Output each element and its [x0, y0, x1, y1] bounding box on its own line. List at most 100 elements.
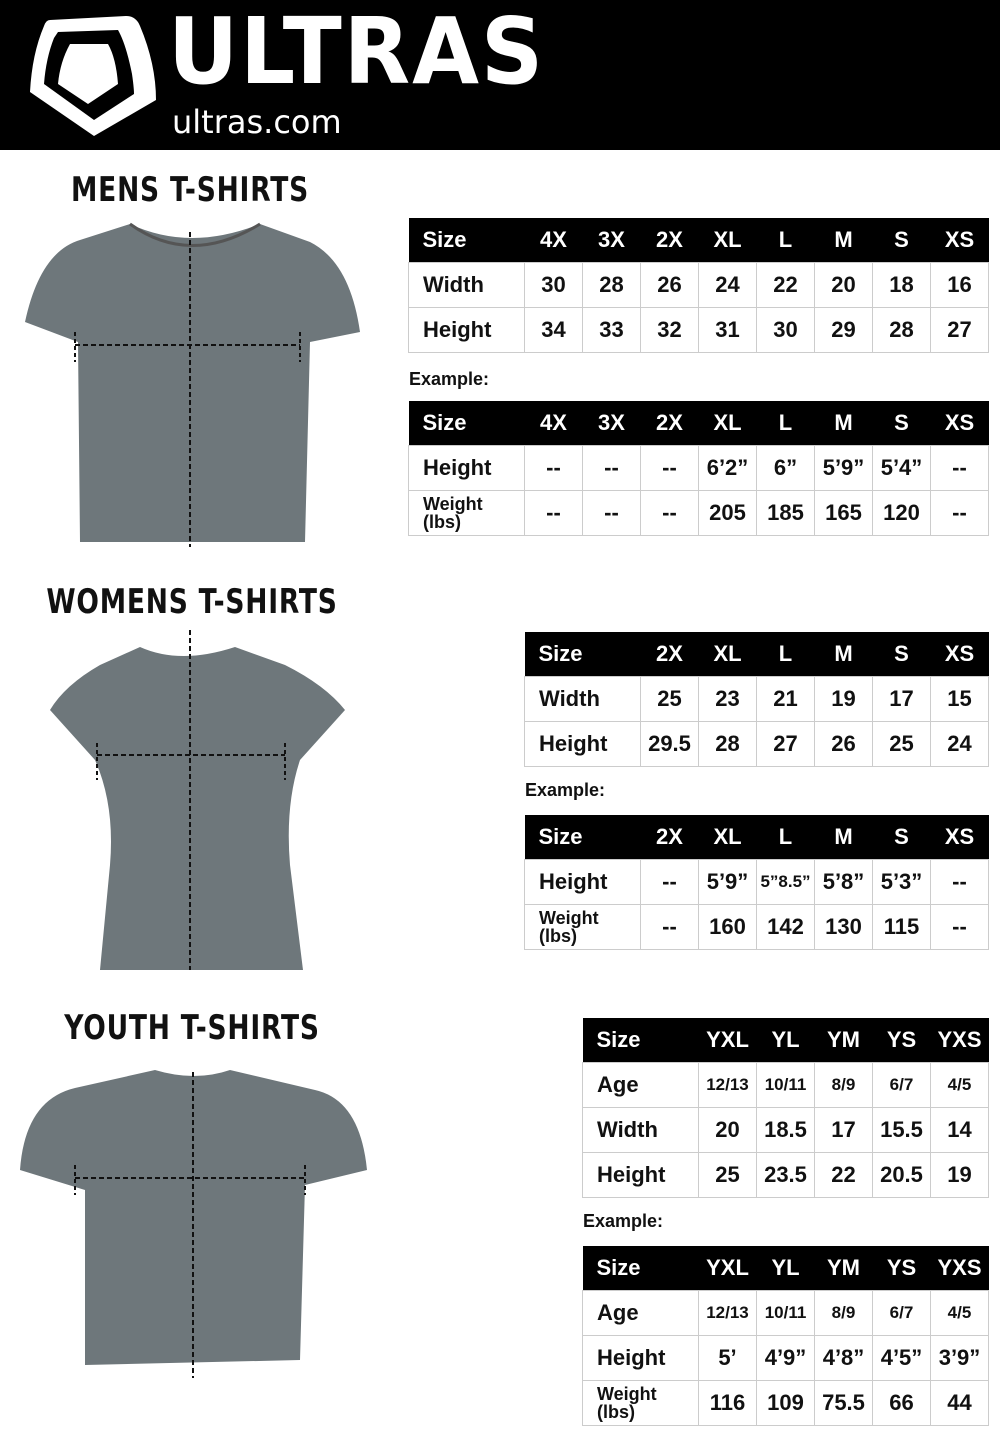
- table-cell: 29.5: [640, 720, 699, 767]
- table-cell: 5”8.5”: [756, 858, 815, 905]
- table-cell: 4’8”: [814, 1334, 873, 1381]
- table-cell: 142: [756, 903, 815, 950]
- table-cell: 23.5: [756, 1151, 815, 1198]
- table-cell: 17: [872, 675, 931, 722]
- column-header: XL: [698, 401, 757, 445]
- column-header: YXL: [698, 1018, 757, 1062]
- column-header: M: [814, 218, 873, 262]
- table-cell: --: [930, 903, 989, 950]
- column-header: YM: [814, 1018, 873, 1062]
- column-header: YXL: [698, 1246, 757, 1290]
- column-header: S: [872, 632, 931, 676]
- table-cell: 24: [698, 261, 757, 308]
- table-cell: --: [930, 444, 989, 491]
- row-label: Height: [408, 306, 525, 353]
- column-header: S: [872, 401, 931, 445]
- table-cell: 19: [930, 1151, 989, 1198]
- table-cell: 75.5: [814, 1379, 873, 1426]
- column-header: L: [756, 218, 815, 262]
- table-cell: 3’9”: [930, 1334, 989, 1381]
- table-cell: 130: [814, 903, 873, 950]
- row-label: Weight (lbs): [582, 1379, 699, 1426]
- table-cell: 25: [698, 1151, 757, 1198]
- table-cell: 20.5: [872, 1151, 931, 1198]
- column-header: 4X: [524, 218, 583, 262]
- table-cell: 22: [756, 261, 815, 308]
- table-cell: 8/9: [814, 1289, 873, 1336]
- table-cell: 5’9”: [698, 858, 757, 905]
- youth-section-title: YOUTH T-SHIRTS: [64, 1008, 320, 1048]
- table-cell: 15: [930, 675, 989, 722]
- column-header: XL: [698, 632, 757, 676]
- table-cell: 10/11: [756, 1061, 815, 1108]
- table-cell: 30: [756, 306, 815, 353]
- table-cell: 185: [756, 489, 815, 536]
- column-header: L: [756, 401, 815, 445]
- shield-logo-icon: [30, 16, 156, 136]
- column-header: Size: [524, 815, 641, 859]
- table-cell: 32: [640, 306, 699, 353]
- table-row: Width 20 18.5 17 15.5 14: [582, 1106, 989, 1153]
- column-header: XL: [698, 815, 757, 859]
- brand-name: ULTRAS: [168, 0, 546, 105]
- womens-size-table: Size 2X XL L M S XS Width 25 23 21 19 17 15 Height 29.5…: [524, 632, 989, 767]
- table-cell: 12/13: [698, 1289, 757, 1336]
- row-label: Weight (lbs): [524, 903, 641, 950]
- row-label: Age: [582, 1289, 699, 1336]
- column-header: M: [814, 632, 873, 676]
- table-cell: --: [524, 444, 583, 491]
- column-header: Size: [582, 1246, 699, 1290]
- table-cell: 165: [814, 489, 873, 536]
- table-cell: --: [582, 489, 641, 536]
- table-cell: 6/7: [872, 1061, 931, 1108]
- table-cell: 26: [814, 720, 873, 767]
- table-cell: 17: [814, 1106, 873, 1153]
- table-cell: 31: [698, 306, 757, 353]
- table-cell: 27: [930, 306, 989, 353]
- table-cell: 115: [872, 903, 931, 950]
- row-label: Width: [408, 261, 525, 308]
- column-header: Size: [582, 1018, 699, 1062]
- table-cell: --: [640, 858, 699, 905]
- header-row: Size YXL YL YM YS YXS: [582, 1018, 989, 1062]
- table-row: Weight (lbs) -- 160 142 130 115 --: [524, 903, 989, 950]
- table-cell: 6’2”: [698, 444, 757, 491]
- table-cell: 18.5: [756, 1106, 815, 1153]
- table-cell: 4/5: [930, 1289, 989, 1336]
- column-header: YL: [756, 1018, 815, 1062]
- table-row: Height 25 23.5 22 20.5 19: [582, 1151, 989, 1198]
- table-cell: 24: [930, 720, 989, 767]
- table-cell: 25: [872, 720, 931, 767]
- mens-example-label: Example:: [409, 369, 490, 389]
- header-row: Size 4X 3X 2X XL L M S XS: [408, 401, 989, 445]
- table-cell: --: [640, 489, 699, 536]
- header-banner: ULTRAS ultras.com: [0, 0, 1000, 150]
- column-header: M: [814, 401, 873, 445]
- table-row: Weight (lbs) -- -- -- 205 185 165 120 --: [408, 489, 989, 536]
- column-header: XS: [930, 815, 989, 859]
- table-cell: 19: [814, 675, 873, 722]
- row-label: Age: [582, 1061, 699, 1108]
- table-cell: --: [930, 858, 989, 905]
- table-cell: 23: [698, 675, 757, 722]
- column-header: 4X: [524, 401, 583, 445]
- column-header: XS: [930, 632, 989, 676]
- table-cell: 25: [640, 675, 699, 722]
- table-cell: --: [640, 903, 699, 950]
- column-header: 2X: [640, 632, 699, 676]
- table-row: Width 25 23 21 19 17 15: [524, 675, 989, 722]
- table-cell: 120: [872, 489, 931, 536]
- table-cell: 14: [930, 1106, 989, 1153]
- row-label: Width: [524, 675, 641, 722]
- header-row: Size 4X 3X 2X XL L M S XS: [408, 218, 989, 262]
- column-header: Size: [408, 401, 525, 445]
- table-cell: 18: [872, 261, 931, 308]
- table-cell: 4/5: [930, 1061, 989, 1108]
- table-cell: 44: [930, 1379, 989, 1426]
- table-cell: 34: [524, 306, 583, 353]
- table-row: Weight (lbs) 116 109 75.5 66 44: [582, 1379, 989, 1426]
- row-label: Height: [524, 720, 641, 767]
- column-header: YL: [756, 1246, 815, 1290]
- mens-size-table: Size 4X 3X 2X XL L M S XS Width 30 28 26 24 22 20 18 16 He…: [408, 218, 989, 353]
- column-header: XS: [930, 401, 989, 445]
